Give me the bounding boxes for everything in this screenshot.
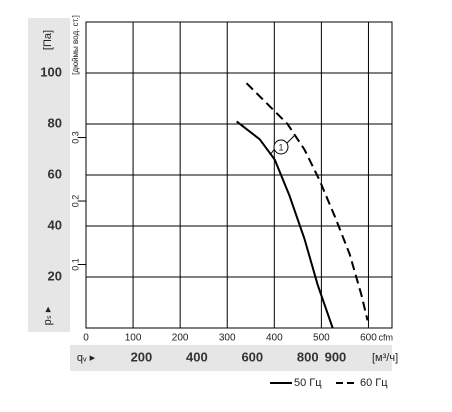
y-unit: [Па] xyxy=(42,30,54,50)
y2-tick-label: 0.1 xyxy=(70,258,80,271)
y-tick-label: 40 xyxy=(48,217,62,232)
x-tick-label: 300 xyxy=(219,333,236,344)
annotation: 1 xyxy=(278,142,283,152)
y-tick-label: 100 xyxy=(40,64,62,79)
y2-label: [дюймы вод. ст.] xyxy=(71,15,80,75)
leader xyxy=(285,134,296,145)
x2-tick-label: 200 xyxy=(131,349,153,364)
x-tick-label: 400 xyxy=(266,333,283,344)
x-unit: cfm xyxy=(378,332,393,342)
y-band xyxy=(28,18,70,332)
x2-tick-label: 800 xyxy=(297,349,319,364)
curve xyxy=(245,82,369,321)
y-tick-label: 80 xyxy=(48,115,62,130)
y-tick-label: 20 xyxy=(48,268,62,283)
x2-tick-label: 600 xyxy=(241,349,263,364)
curve xyxy=(236,120,334,329)
x-tick-label: 100 xyxy=(125,333,142,344)
y-tick-label: 60 xyxy=(48,166,62,181)
x2-tick-label: 400 xyxy=(186,349,208,364)
legend-label: 60 Гц xyxy=(360,377,388,389)
annotation-circle xyxy=(273,139,289,155)
x-label: qᵥ ▸ xyxy=(77,352,96,364)
x-tick-label: 600 xyxy=(360,333,377,344)
y2-tick-label: 0.3 xyxy=(70,131,80,144)
x-tick-label: 200 xyxy=(172,333,189,344)
x2-unit: [м³/ч] xyxy=(372,352,398,364)
y-label: pₛ ▸ xyxy=(42,306,54,325)
legend-label: 50 Гц xyxy=(294,377,322,389)
y2-tick-label: 0.2 xyxy=(70,195,80,208)
x-tick-label: 500 xyxy=(313,333,330,344)
x2-band xyxy=(70,345,392,371)
x2-tick-label: 900 xyxy=(325,349,347,364)
x-tick-label: 0 xyxy=(83,333,89,344)
